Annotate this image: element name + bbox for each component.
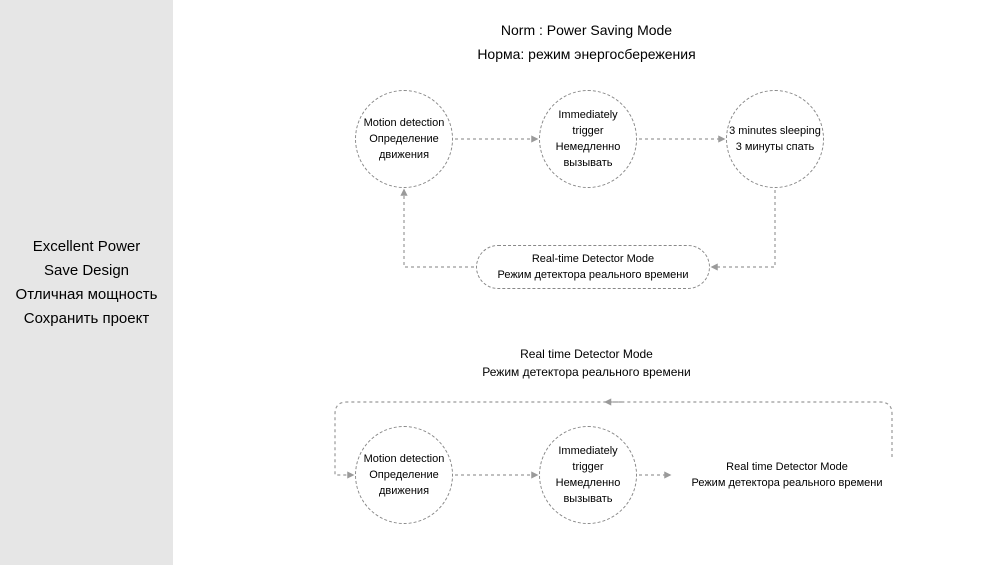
sidebar-line-1: Excellent Power	[33, 235, 141, 259]
node-label: Immediately	[558, 107, 617, 123]
node-realtime-detector-mode: Real-time Detector Mode Режим детектора …	[476, 245, 710, 289]
node-label: Режим детектора реального времени	[497, 267, 688, 283]
node-label: 3 minutes sleeping	[729, 123, 821, 139]
node-3-minutes-sleeping: 3 minutes sleeping 3 минуты спать	[726, 90, 824, 188]
node-label: Немедленно	[556, 475, 621, 491]
node-label: движения	[379, 147, 429, 163]
node-label: Определение	[369, 131, 439, 147]
node-motion-detection-1: Motion detection Определение движения	[355, 90, 453, 188]
node-realtime-detector-2: Real time Detector Mode Режим детектора …	[672, 459, 902, 491]
node-label: Режим детектора реального времени	[691, 475, 882, 491]
heading-norm-en: Norm : Power Saving Mode	[173, 22, 1000, 38]
sidebar-line-3: Отличная мощность	[16, 283, 158, 307]
node-label: 3 минуты спать	[736, 139, 815, 155]
node-label: Real time Detector Mode	[726, 459, 848, 475]
node-motion-detection-2: Motion detection Определение движения	[355, 426, 453, 524]
sidebar-line-4: Сохранить проект	[24, 307, 149, 331]
sidebar: Excellent Power Save Design Отличная мощ…	[0, 0, 173, 565]
node-label: Motion detection	[364, 451, 445, 467]
node-label: вызывать	[563, 491, 612, 507]
node-immediately-trigger-2: Immediately trigger Немедленно вызывать	[539, 426, 637, 524]
node-label: Определение	[369, 467, 439, 483]
heading-realtime-en: Real time Detector Mode	[173, 345, 1000, 363]
heading-realtime-ru: Режим детектора реального времени	[173, 363, 1000, 381]
node-label: Immediately	[558, 443, 617, 459]
node-label: Motion detection	[364, 115, 445, 131]
node-label: trigger	[572, 123, 603, 139]
sidebar-line-2: Save Design	[44, 259, 129, 283]
node-label: вызывать	[563, 155, 612, 171]
heading-norm-ru: Норма: режим энергосбережения	[173, 46, 1000, 62]
node-immediately-trigger-1: Immediately trigger Немедленно вызывать	[539, 90, 637, 188]
node-label: движения	[379, 483, 429, 499]
node-label: Real-time Detector Mode	[532, 251, 654, 267]
node-label: trigger	[572, 459, 603, 475]
node-label: Немедленно	[556, 139, 621, 155]
